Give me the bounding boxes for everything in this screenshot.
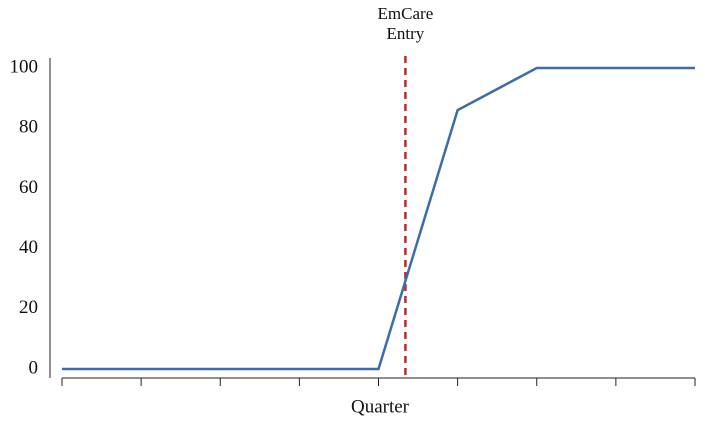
x-axis-label: Quarter [351, 396, 410, 417]
y-tick-label: 40 [19, 237, 38, 258]
line-series [62, 66, 695, 371]
y-tick-label: 20 [19, 297, 38, 318]
y-tick-label: 80 [19, 117, 38, 138]
y-tick-label: 100 [10, 56, 39, 77]
annotation-label: Entry [387, 24, 425, 43]
annotation-label: EmCare [378, 4, 434, 23]
y-tick-label: 0 [29, 357, 39, 378]
y-tick-label: 60 [19, 177, 38, 198]
